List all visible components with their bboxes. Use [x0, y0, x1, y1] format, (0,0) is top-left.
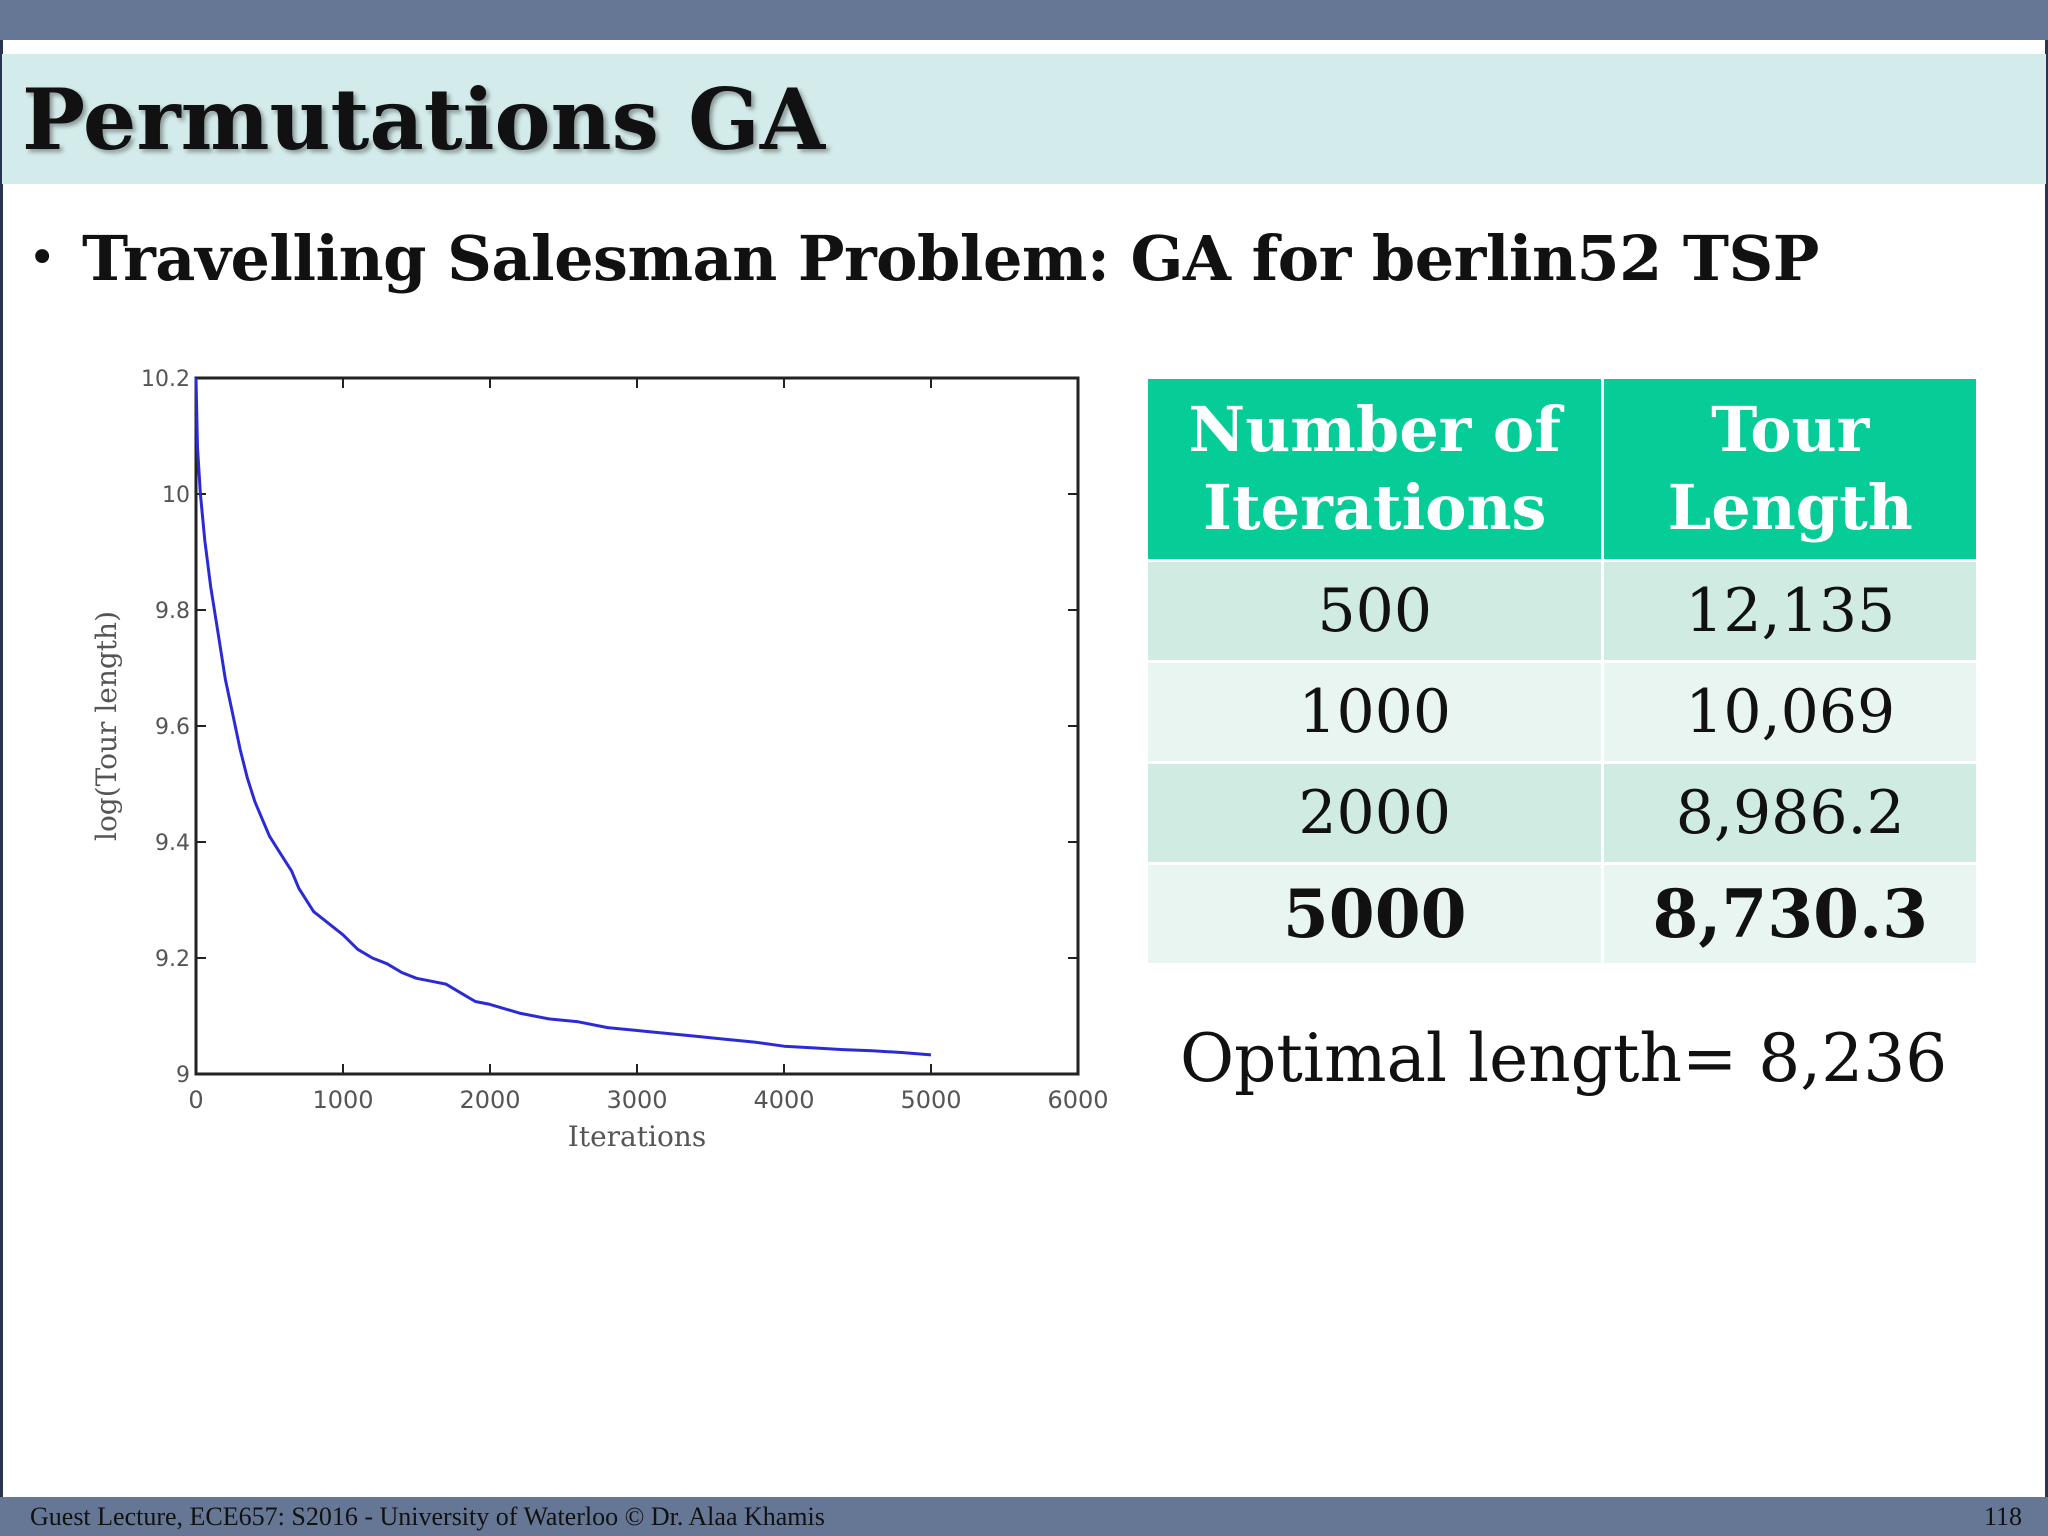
cell-tour-length: 10,069 — [1604, 663, 1976, 761]
x-tick-label: 0 — [188, 1086, 203, 1114]
table-row: 1000 10,069 — [1148, 663, 1976, 761]
y-tick-label: 9.2 — [155, 947, 190, 972]
cell-iterations: 5000 — [1148, 865, 1602, 963]
cell-tour-length: 12,135 — [1604, 562, 1976, 660]
title-band — [2, 54, 2046, 184]
x-tick-label: 3000 — [606, 1086, 667, 1114]
bullet-point: • Travelling Salesman Problem: GA for be… — [28, 218, 1819, 298]
optimal-length-note: Optimal length= 8,236 — [1180, 1020, 1948, 1097]
results-table: Number of Iterations Tour Length 500 12,… — [1145, 376, 1979, 966]
footer-bar — [0, 1497, 2048, 1536]
y-tick-label: 10.2 — [141, 367, 190, 392]
footer-text: Guest Lecture, ECE657: S2016 - Universit… — [30, 1502, 825, 1531]
x-tick-label: 2000 — [459, 1086, 520, 1114]
slide-title: Permutations GA — [22, 70, 826, 169]
chart-svg: 0 1000 2000 3000 4000 5000 6000 9 9.2 9.4 9.6 9.8 10… — [90, 367, 1109, 1153]
page-number: 118 — [1983, 1502, 2022, 1531]
tour-length-chart: 0 1000 2000 3000 4000 5000 6000 9 9.2 9.4 9.6 9.8 10… — [80, 360, 1120, 1160]
y-tick-label: 10 — [162, 483, 190, 508]
table-header-row: Number of Iterations Tour Length — [1148, 379, 1976, 559]
cell-iterations: 2000 — [1148, 764, 1602, 862]
x-tick-label: 1000 — [312, 1086, 373, 1114]
y-tick-label: 9.6 — [155, 715, 190, 740]
bullet-text: Travelling Salesman Problem: GA for berl… — [82, 221, 1819, 295]
y-tick-label: 9 — [176, 1063, 190, 1088]
table-row: 500 12,135 — [1148, 562, 1976, 660]
cell-tour-length: 8,986.2 — [1604, 764, 1976, 862]
x-tick-label: 5000 — [900, 1086, 961, 1114]
cell-tour-length: 8,730.3 — [1604, 865, 1976, 963]
x-tick-label: 4000 — [753, 1086, 814, 1114]
header-iterations: Number of Iterations — [1148, 379, 1602, 559]
y-tick-label: 9.4 — [155, 831, 190, 856]
table-row: 5000 8,730.3 — [1148, 865, 1976, 963]
series-line — [194, 377, 932, 1057]
x-tick-label: 6000 — [1047, 1086, 1108, 1114]
table-row: 2000 8,986.2 — [1148, 764, 1976, 862]
x-axis-label: Iterations — [568, 1120, 706, 1153]
cell-iterations: 1000 — [1148, 663, 1602, 761]
header-bar — [0, 0, 2048, 40]
cell-iterations: 500 — [1148, 562, 1602, 660]
y-axis-label: log(Tour length) — [90, 611, 123, 841]
bullet-icon: • — [28, 230, 57, 286]
plot-area — [194, 376, 1080, 1076]
header-tour-length: Tour Length — [1604, 379, 1976, 559]
y-tick-label: 9.8 — [155, 599, 190, 624]
